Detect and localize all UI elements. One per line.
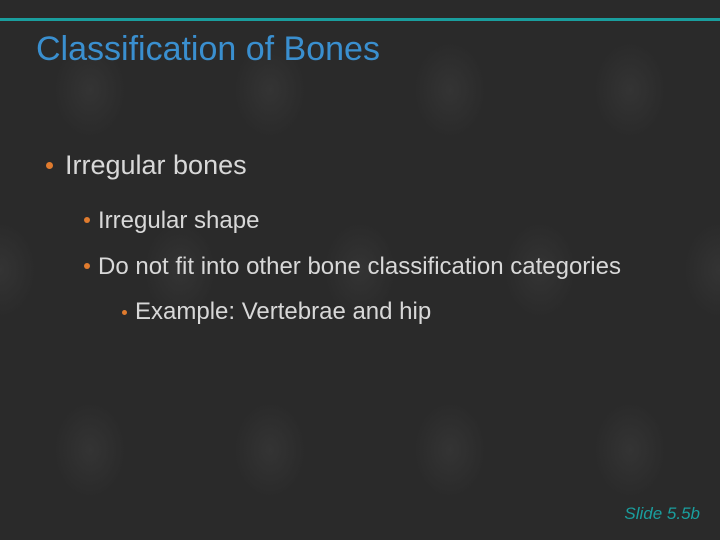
content-area: Irregular bones Irregular shape Do not f… — [46, 150, 680, 340]
bullet-level-1: Irregular bones — [46, 150, 680, 181]
bullet-level-2: Irregular shape — [84, 205, 680, 237]
bullet-level-3: Example: Vertebrae and hip — [122, 298, 680, 326]
bullet-dot-icon — [122, 310, 127, 315]
bullet-dot-icon — [84, 217, 90, 223]
bullet-dot-icon — [84, 263, 90, 269]
bullet-text: Irregular shape — [98, 205, 259, 237]
bullet-text: Irregular bones — [65, 150, 247, 181]
slide-number: Slide 5.5b — [624, 504, 700, 524]
accent-line — [0, 18, 720, 21]
slide-title: Classification of Bones — [36, 30, 380, 69]
bullet-text: Do not fit into other bone classificatio… — [98, 251, 621, 283]
bullet-dot-icon — [46, 162, 53, 169]
bullet-text: Example: Vertebrae and hip — [135, 298, 431, 326]
bullet-level-2: Do not fit into other bone classificatio… — [84, 251, 680, 283]
